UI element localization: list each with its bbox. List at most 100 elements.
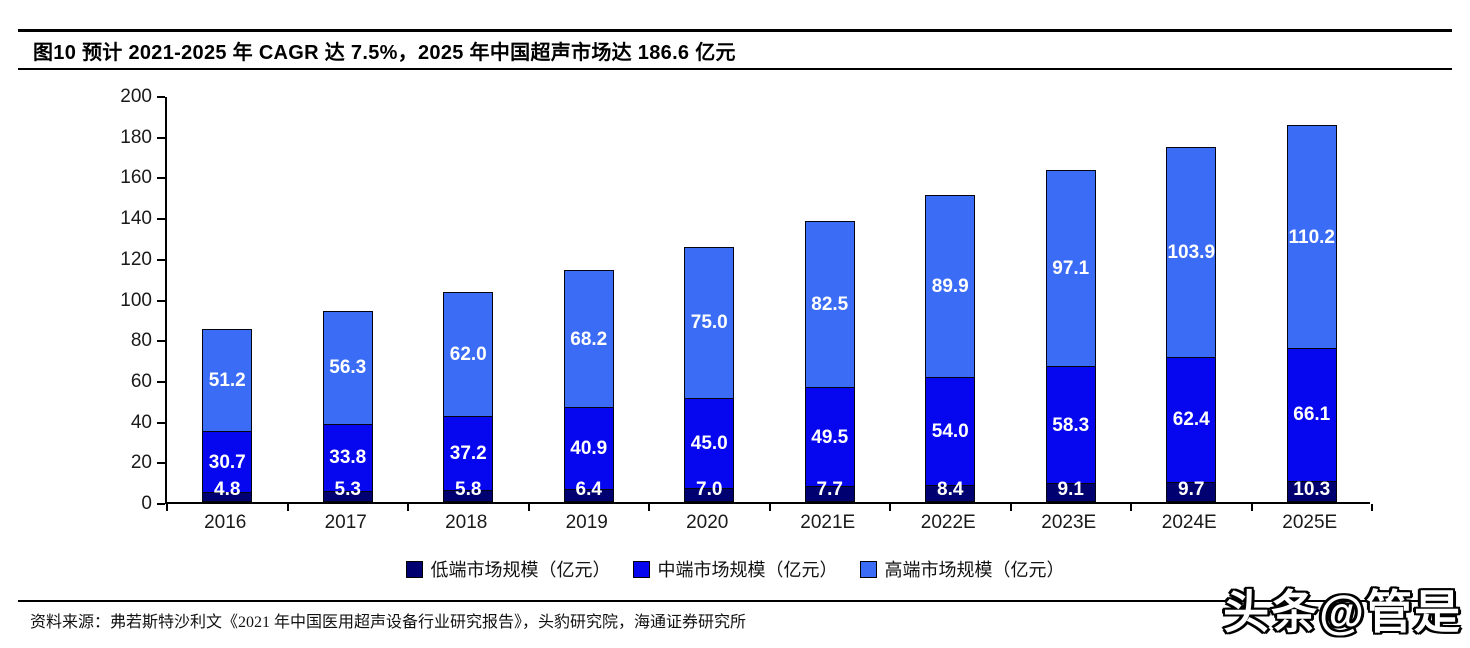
bar-segment-2023E-s2: 97.1	[1045, 170, 1096, 369]
bar-value-label: 66.1	[1293, 404, 1331, 426]
x-tick-mark	[648, 504, 650, 511]
legend-label: 低端市场规模（亿元）	[430, 560, 611, 580]
bar-value-label: 10.3	[1293, 479, 1331, 500]
bar-value-label: 62.4	[1172, 409, 1210, 431]
source-note: 资料来源：弗若斯特沙利文《2021 年中国医用超声设备行业研究报告》，头豹研究院…	[30, 614, 747, 631]
y-tick-label: 60	[130, 370, 152, 392]
bar-2016: 51.2 30.7 4.8	[202, 328, 253, 502]
legend-swatch-icon	[859, 560, 877, 578]
y-tick-label: 140	[120, 208, 152, 230]
bar-value-label: 75.0	[690, 312, 728, 334]
bar-2017: 56.3 33.8 5.3	[322, 311, 373, 502]
bar-segment-2016-s1: 30.7	[202, 431, 253, 494]
bar-value-label: 49.5	[811, 426, 849, 448]
bar-segment-2025E-s2: 110.2	[1286, 125, 1337, 350]
x-category-label: 2021E	[800, 512, 856, 533]
top-rule	[18, 29, 1452, 32]
x-tick-mark	[286, 504, 289, 511]
y-tick-mark	[157, 218, 165, 221]
watermark-text: 头条@管是	[1223, 586, 1462, 638]
figure-title: 图10 预计 2021-2025 年 CAGR 达 7.5%，2025 年中国超…	[33, 42, 736, 64]
bar-segment-2020-s2: 75.0	[684, 246, 735, 400]
bar-segment-2022E-s2: 89.9	[925, 195, 976, 379]
bar-value-label: 5.8	[455, 479, 482, 500]
x-category-label: 2017	[324, 512, 367, 533]
bar-value-label: 97.1	[1052, 258, 1090, 280]
x-category-label: 2023E	[1041, 512, 1097, 533]
bar-value-label: 33.8	[329, 447, 367, 469]
bar-value-label: 9.1	[1057, 479, 1084, 500]
bar-2023E: 97.1 58.3 9.1	[1045, 170, 1096, 502]
bar-value-label: 8.4	[937, 479, 964, 500]
y-tick-mark	[157, 177, 165, 180]
bar-value-label: 7.0	[696, 479, 723, 500]
y-tick-mark	[157, 340, 165, 343]
x-category-label: 2016	[204, 512, 247, 533]
y-axis-labels: 0 20 40 60 80 100 120 140 160 180 200	[0, 86, 152, 514]
y-tick-label: 200	[120, 86, 152, 107]
bar-value-label: 62.0	[449, 343, 487, 365]
y-tick-mark	[157, 462, 165, 465]
y-tick-mark	[157, 380, 165, 383]
chart-legend: 低端市场规模（亿元） 中端市场规模（亿元） 高端市场规模（亿元）	[0, 556, 1470, 582]
bar-value-label: 6.4	[575, 479, 602, 500]
x-category-label: 2022E	[920, 512, 976, 533]
y-tick-mark	[157, 96, 165, 98]
x-category-label: 2025E	[1282, 512, 1338, 533]
bar-2020: 75.0 45.0 7.0	[684, 246, 735, 502]
y-tick-label: 100	[120, 289, 152, 311]
x-tick-mark	[407, 504, 409, 511]
y-tick-mark	[157, 136, 165, 139]
y-tick-mark	[157, 258, 165, 261]
bar-segment-2022E-s1: 54.0	[925, 376, 976, 487]
legend-label: 高端市场规模（亿元）	[884, 560, 1065, 580]
legend-item-1: 中端市场规模（亿元）	[632, 556, 838, 582]
bar-segment-2021E-s2: 82.5	[804, 220, 855, 389]
x-tick-mark	[768, 504, 771, 511]
bar-value-label: 82.5	[811, 293, 849, 315]
bar-value-label: 30.7	[208, 451, 246, 473]
bar-segment-2020-s0: 7.0	[684, 480, 735, 502]
bar-segment-2017-s2: 56.3	[322, 311, 373, 426]
y-tick-label: 40	[130, 411, 152, 433]
bar-segment-2016-s2: 51.2	[202, 328, 253, 433]
bar-2019: 68.2 40.9 6.4	[563, 270, 614, 502]
y-tick-label: 180	[120, 126, 152, 148]
bar-segment-2022E-s0: 8.4	[925, 480, 976, 502]
y-tick-label: 0	[141, 493, 152, 514]
bar-value-label: 7.7	[816, 479, 843, 500]
bar-value-label: 58.3	[1052, 414, 1090, 436]
y-tick-mark	[157, 421, 165, 424]
x-tick-mark	[166, 504, 168, 511]
x-axis-labels: 2016 2017 2018 2019 2020 2021E 2022E 2023E 2024E…	[165, 512, 1370, 534]
legend-label: 中端市场规模（亿元）	[657, 560, 838, 580]
bar-value-label: 40.9	[570, 437, 608, 459]
bar-value-label: 4.8	[214, 479, 241, 500]
legend-item-0: 低端市场规模（亿元）	[405, 556, 611, 582]
bar-segment-2024E-s0: 9.7	[1166, 480, 1217, 502]
legend-item-2: 高端市场规模（亿元）	[859, 556, 1065, 582]
title-underline-rule	[18, 68, 1452, 70]
bar-value-label: 110.2	[1288, 226, 1336, 248]
plot-area: 51.2 30.7 4.8 56.3 33.8 5.3 62.0 37.2 5.8 68.2 40.…	[157, 96, 1373, 511]
bar-value-label: 103.9	[1167, 241, 1216, 263]
bar-2018: 62.0 37.2 5.8	[443, 291, 494, 502]
y-tick-label: 20	[130, 452, 152, 474]
bar-value-label: 45.0	[690, 432, 728, 454]
bar-value-label: 54.0	[931, 420, 969, 442]
bar-segment-2016-s0: 4.8	[202, 480, 253, 502]
bar-2024E: 103.9 62.4 9.7	[1166, 147, 1217, 502]
bar-2025E: 110.2 66.1 10.3	[1286, 125, 1337, 502]
bar-2022E: 89.9 54.0 8.4	[925, 195, 976, 502]
bar-segment-2025E-s1: 66.1	[1286, 348, 1337, 483]
y-tick-label: 80	[130, 330, 152, 352]
x-category-label: 2018	[445, 512, 488, 533]
bar-segment-2017-s1: 33.8	[322, 424, 373, 493]
bar-value-label: 51.2	[208, 369, 246, 391]
legend-swatch-icon	[405, 560, 423, 578]
bar-segment-2024E-s2: 103.9	[1166, 147, 1217, 359]
y-tick-label: 120	[120, 248, 152, 270]
footer-rule	[18, 600, 1452, 602]
bar-segment-2021E-s1: 49.5	[804, 387, 855, 488]
